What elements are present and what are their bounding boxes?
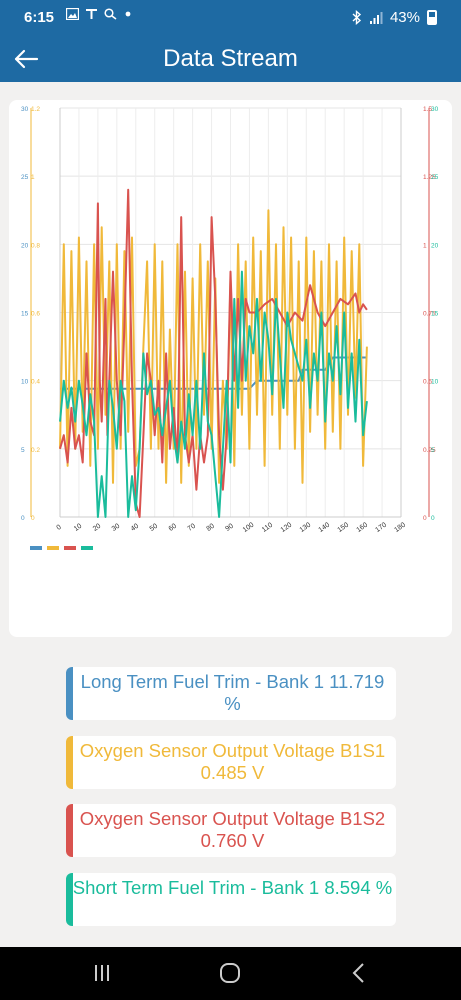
y-tick-label: 1.2 (31, 106, 40, 113)
y-tick-label: 10 (21, 379, 29, 386)
y-tick-label: 5 (21, 447, 25, 454)
sensor-label: Short Term Fuel Trim - Bank 1 8.594 % (72, 877, 393, 898)
x-tick-label: 110 (261, 522, 274, 534)
x-tick-label: 170 (374, 521, 388, 533)
y-tick-label: 0.5 (423, 379, 432, 386)
y-tick-label: 0.75 (423, 311, 436, 318)
y-tick-label: 30 (21, 106, 29, 113)
x-tick-label: 100 (242, 521, 256, 533)
back-chevron-icon (352, 963, 364, 983)
system-back-button[interactable] (344, 961, 374, 985)
sensor-color-bar (66, 804, 73, 857)
x-tick-label: 160 (355, 521, 369, 533)
cellular-signal-icon (369, 11, 383, 24)
x-tick-label: 80 (205, 523, 215, 533)
back-button[interactable] (10, 43, 42, 75)
y-tick-label: 1 (31, 174, 35, 181)
sensor-card-o2-b1s2[interactable]: Oxygen Sensor Output Voltage B1S2 0.760 … (66, 804, 396, 857)
sensor-label: Long Term Fuel Trim - Bank 1 11.719 % (80, 671, 385, 714)
x-tick-label: 20 (92, 523, 102, 533)
dot-icon (125, 11, 131, 17)
y-tick-label: 1 (423, 242, 427, 249)
y-tick-label: 10 (431, 379, 439, 386)
search-icon (104, 8, 117, 20)
notification-icons (66, 8, 132, 20)
y-tick-label: 0.2 (31, 447, 40, 454)
sensor-label: Oxygen Sensor Output Voltage B1S2 0.760 … (79, 808, 386, 851)
battery-icon (427, 10, 437, 25)
y-tick-label: 0 (21, 515, 25, 522)
legend-swatch-1 (30, 546, 42, 550)
y-tick-label: 30 (431, 106, 439, 113)
y-tick-label: 1.25 (423, 174, 436, 181)
x-tick-label: 30 (111, 523, 121, 533)
sensor-card-o2-b1s1[interactable]: Oxygen Sensor Output Voltage B1S1 0.485 … (66, 736, 396, 789)
legend-swatch-3 (64, 546, 76, 550)
y-tick-label: 15 (21, 311, 29, 318)
y-tick-label: 1.5 (423, 106, 432, 113)
x-tick-label: 140 (318, 521, 332, 533)
y-tick-label: 0.8 (31, 242, 40, 249)
home-button[interactable] (215, 961, 245, 985)
status-bar: 6:15 43% (0, 0, 461, 37)
sensor-color-bar (66, 736, 73, 789)
sensor-color-bar (66, 873, 73, 926)
x-tick-label: 50 (149, 523, 159, 533)
series-line-4 (59, 270, 368, 518)
series-line-2 (59, 209, 368, 484)
y-tick-label: 15 (431, 311, 439, 318)
x-tick-label: 70 (187, 523, 197, 533)
y-tick-label: 0 (423, 515, 427, 522)
legend-swatch-2 (47, 546, 59, 550)
page-title: Data Stream (163, 45, 298, 72)
status-time: 6:15 (24, 9, 55, 26)
y-tick-label: 20 (21, 242, 29, 249)
sensor-card-stft[interactable]: Short Term Fuel Trim - Bank 1 8.594 % (66, 873, 396, 926)
battery-percent: 43% (389, 9, 420, 26)
sensor-color-bar (66, 667, 73, 720)
x-tick-label: 130 (299, 521, 313, 533)
arrow-left-icon (14, 49, 39, 69)
bluetooth-icon (352, 10, 362, 25)
status-right: 43% (352, 9, 437, 26)
legend-swatch-4 (81, 546, 93, 550)
sensor-label: Oxygen Sensor Output Voltage B1S1 0.485 … (79, 740, 386, 783)
x-tick-label: 180 (393, 521, 407, 533)
app-bar: Data Stream (0, 37, 461, 82)
home-icon (220, 963, 240, 983)
signal-t-icon (86, 9, 97, 19)
series-line-1 (60, 356, 367, 390)
data-stream-chart: 05101520253000.20.40.60.811.200.250.50.7… (21, 106, 439, 550)
x-tick-label: 120 (280, 521, 294, 533)
recents-button[interactable] (87, 961, 117, 985)
y-tick-label: 0.4 (31, 379, 40, 386)
y-tick-label: 25 (21, 174, 29, 181)
recents-icon (95, 965, 109, 981)
system-nav-bar (0, 947, 461, 1000)
chart-card: 0 5 10 15 20 25 30 0 0.2 0.4 0.6 0.8 1 1.2 0 0.25 0.5 0.7… (9, 100, 452, 637)
x-tick-label: 150 (337, 521, 351, 533)
y-tick-label: 20 (431, 242, 439, 249)
y-tick-label: 0 (431, 515, 435, 522)
x-tick-label: 10 (73, 523, 83, 533)
sensor-card-ltft[interactable]: Long Term Fuel Trim - Bank 1 11.719 % (66, 667, 396, 720)
y-tick-label: 0.25 (423, 447, 436, 454)
x-tick-label: 90 (224, 523, 234, 533)
image-icon (66, 8, 79, 20)
x-tick-label: 0 (56, 524, 63, 532)
y-tick-label: 0 (31, 515, 35, 522)
y-tick-label: 0.6 (31, 311, 40, 318)
y-tick-label: 25 (431, 174, 439, 181)
x-tick-label: 60 (168, 523, 178, 533)
x-tick-label: 40 (130, 523, 140, 533)
y-tick-label: 5 (431, 447, 435, 454)
